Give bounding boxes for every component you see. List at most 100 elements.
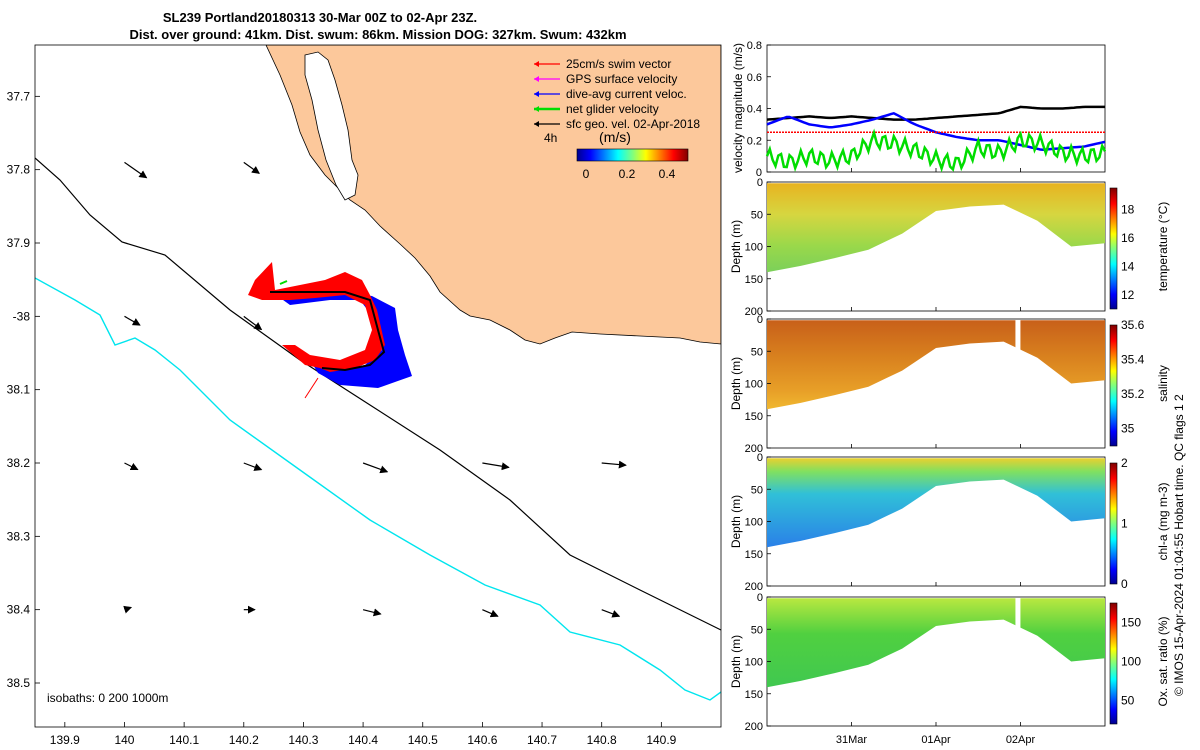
- map-x-tick-label: 140.8: [587, 733, 617, 747]
- geo-vector-arrow: [482, 462, 510, 471]
- map-y-tick-label: 37.9: [7, 236, 31, 250]
- velocity-panel: 0 0.2 0.4 0.6 0.8 velocity magnitude (m/s): [731, 40, 1107, 179]
- velocity-y-axis: 0 0.2 0.4 0.6 0.8: [747, 40, 771, 179]
- map-x-tick-label: 140.4: [348, 733, 378, 747]
- velocity-tick-label: 0.8: [747, 40, 762, 52]
- velocity-series-line: [766, 105, 1105, 121]
- legend-arrowhead: [534, 91, 539, 97]
- geo-vector-arrow: [243, 462, 263, 471]
- chla-section-field: [767, 458, 1105, 548]
- oxygen-depth-tick-label: 200: [745, 721, 763, 733]
- legend-label: 25cm/s swim vector: [566, 57, 671, 71]
- geo-vector-arrow: [601, 460, 627, 469]
- legend-arrowhead: [534, 76, 539, 82]
- salinity-depth-tick-label: 150: [745, 411, 763, 423]
- map-y-tick-label: 38.5: [7, 676, 31, 690]
- colorbar-title: (m/s): [599, 129, 631, 145]
- oxygen-section-panel: 0 50 100 150 200 Depth (m) 50 100 150 Ox. sat. ra…: [729, 592, 1170, 733]
- map-x-tick-label: 140.5: [408, 733, 438, 747]
- oxygen-depth-tick-label: 50: [751, 624, 763, 636]
- net-velocity-mark: [279, 280, 288, 285]
- chla-colorbar: [1109, 462, 1118, 585]
- chla-depth-tick-label: 50: [751, 484, 763, 496]
- temperature-colorbar: [1109, 187, 1118, 310]
- isobath-label: isobaths: 0 200 1000m: [47, 691, 168, 705]
- temperature-depth-tick-label: 100: [745, 242, 763, 254]
- time-tick-label: 01Apr: [921, 734, 951, 746]
- map-x-tick-label: 140.2: [229, 733, 259, 747]
- geo-vector-arrow: [124, 161, 148, 179]
- temperature-colorbar-tick: 16: [1121, 231, 1135, 245]
- oxygen-colorbar-label: Ox. sat. ratio (%): [1156, 616, 1170, 706]
- oxygen-data-gap: [1015, 598, 1021, 635]
- map-x-tick-label: 140.7: [527, 733, 557, 747]
- legend-arrowhead: [534, 106, 539, 112]
- map-x-tick-label: 140: [114, 733, 134, 747]
- oxygen-depth-tick-label: 150: [745, 689, 763, 701]
- map-y-axis: 37.7 37.8 37.9 -38 38.1 38.2 38.3 38.4 38.5: [7, 89, 40, 690]
- map-x-tick-label: 140.9: [646, 733, 676, 747]
- legend-label: dive-avg current veloc.: [566, 87, 687, 101]
- legend-label: sfc geo. vel. 02-Apr-2018: [566, 117, 700, 131]
- map-y-tick-label: 37.7: [7, 89, 31, 103]
- oxygen-depth-tick-label: 0: [757, 592, 763, 604]
- salinity-depth-tick-label: 0: [757, 314, 763, 326]
- chla-section-panel: 0 50 100 150 200 Depth (m) 0 1 2 chl-a (mg m-3): [729, 452, 1170, 593]
- velocity-tick-label: 0.4: [747, 104, 762, 116]
- geo-vector-arrow: [362, 608, 382, 617]
- geo-vector-arrow: [482, 609, 499, 618]
- chla-colorbar-tick: 2: [1121, 456, 1128, 470]
- velocity-tick-label: 0.2: [747, 135, 762, 147]
- swim-vector-cloud: [248, 262, 385, 372]
- salinity-depth-label: Depth (m): [729, 357, 743, 410]
- colorbar-tick-0.4: 0.4: [659, 167, 676, 181]
- map-y-tick-label: 38.4: [7, 603, 31, 617]
- chla-colorbar-tick: 0: [1121, 577, 1128, 591]
- oxygen-colorbar-tick: 150: [1121, 616, 1141, 630]
- isobath-1000m: [35, 277, 721, 701]
- legend-arrowhead: [534, 61, 539, 67]
- speed-colorbar: [576, 148, 689, 162]
- credit-text: © IMOS 15-Apr-2024 01:04:55 Hobart time.…: [1172, 394, 1186, 696]
- salinity-colorbar-label: salinity: [1156, 365, 1170, 402]
- geo-vector-arrow: [124, 315, 141, 326]
- title-line-2: Dist. over ground: 41km. Dist. swum: 86k…: [129, 27, 626, 42]
- temperature-colorbar-tick: 14: [1121, 259, 1135, 273]
- glider-vectors: [248, 262, 412, 399]
- oxygen-depth-label: Depth (m): [729, 635, 743, 688]
- colorbar-tick-0.2: 0.2: [619, 167, 636, 181]
- map-y-tick-label: 37.8: [7, 163, 31, 177]
- salinity-depth-tick-label: 200: [745, 443, 763, 455]
- temperature-colorbar-tick: 12: [1121, 288, 1135, 302]
- map-frame: [34, 44, 722, 728]
- salinity-section-field: [767, 320, 1105, 410]
- salinity-depth-tick-label: 50: [751, 346, 763, 358]
- salinity-section-panel: 0 50 100 150 200 Depth (m) 35 35.2 35.4 35.6 salin…: [729, 314, 1170, 455]
- velocity-tick-label: 0.6: [747, 72, 762, 84]
- oxygen-colorbar-tick: 100: [1121, 655, 1141, 669]
- oxygen-depth-tick-label: 100: [745, 657, 763, 669]
- salinity-colorbar-tick: 35.4: [1121, 353, 1145, 367]
- legend-label: GPS surface velocity: [566, 72, 677, 86]
- temperature-depth-tick-label: 0: [757, 177, 763, 189]
- chla-depth-tick-label: 200: [745, 581, 763, 593]
- velocity-series: [765, 105, 1107, 173]
- map-x-axis: 139.9 140 140.1 140.2 140.3 140.4 140.5 140.6 14…: [50, 722, 677, 747]
- geo-vector-arrow: [243, 315, 263, 331]
- chla-depth-tick-label: 150: [745, 549, 763, 561]
- map-x-tick-label: 140.1: [169, 733, 199, 747]
- legend-arrowhead: [534, 121, 539, 127]
- legend-label: net glider velocity: [566, 102, 659, 116]
- oxygen-colorbar: [1109, 602, 1118, 725]
- salinity-depth-tick-label: 100: [745, 379, 763, 391]
- temperature-colorbar-label: temperature (°C): [1156, 202, 1170, 292]
- time-axis: 31Mar 01Apr 02Apr: [836, 168, 1036, 746]
- chla-depth-label: Depth (m): [729, 495, 743, 548]
- swim-vector-outlier: [304, 377, 319, 399]
- map-y-tick-label: 38.1: [7, 383, 31, 397]
- island: [304, 51, 359, 201]
- map-x-tick-label: 140.6: [467, 733, 497, 747]
- temperature-colorbar-tick: 18: [1121, 202, 1135, 216]
- oxygen-section-field: [767, 598, 1105, 688]
